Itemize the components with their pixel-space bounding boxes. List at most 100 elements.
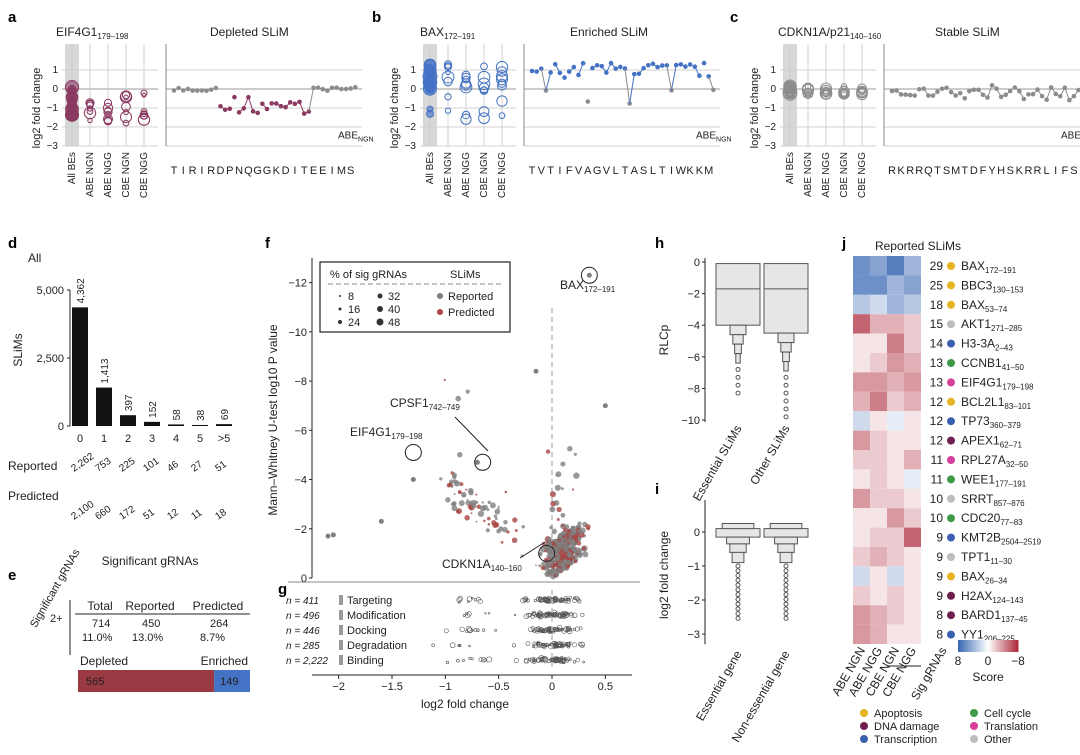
panel-g-point <box>536 597 541 602</box>
panel-i-letter-box <box>729 543 747 553</box>
panel-g-xtick: −1 <box>439 681 452 693</box>
panel-h-box <box>715 263 761 326</box>
panel-j-count: 10 <box>930 492 944 506</box>
panel-j-heat-cell <box>853 333 870 353</box>
panel-f-point <box>468 487 474 494</box>
tile-point <box>287 100 293 105</box>
panel-j-heat-cell <box>870 333 887 353</box>
panel-j-heat-cell <box>853 275 870 295</box>
editor-gRNA-point <box>819 86 833 100</box>
residue-label: T <box>961 165 968 177</box>
panel-j-heat-cell <box>853 508 870 528</box>
panel-h-outlier <box>783 398 789 404</box>
panel-i-outlier <box>783 587 789 593</box>
panel-g-point <box>524 597 528 601</box>
panel-j-heat-cell <box>870 450 887 470</box>
residue-label: V <box>575 165 583 177</box>
panel-j-count: 14 <box>930 337 944 351</box>
panel-j-count: 9 <box>936 569 943 583</box>
panel-f-point <box>460 491 467 498</box>
tile-point <box>580 60 586 66</box>
panel-j-heat-cell <box>904 275 921 295</box>
panel-g-point <box>513 613 517 617</box>
panel-j-count: 11 <box>931 472 944 486</box>
tile-point <box>926 93 931 98</box>
panel-g-point <box>542 645 547 650</box>
abc-ytick: −1 <box>405 103 417 114</box>
panel-h-outlier <box>735 390 741 396</box>
panel-j-scale-step <box>986 640 989 652</box>
panel-j-heat-cell <box>870 430 887 450</box>
panel-d-all-label: All <box>28 251 41 265</box>
editor-gRNA-point <box>495 60 509 74</box>
panel-e-count: 264 <box>210 618 228 630</box>
panel-i-outlier <box>735 611 741 617</box>
editor-tag: ABENGN <box>696 130 732 143</box>
panel-j-heat-cell <box>870 585 887 606</box>
panel-f-ann-cdkn-gene: CDKN1A <box>442 557 491 571</box>
editor-gRNA-point <box>496 70 508 83</box>
panel-f-point <box>549 506 556 513</box>
panel-j-heat-cell <box>887 411 904 431</box>
panel-f-point <box>562 527 568 532</box>
panel-h-outlier <box>735 366 741 372</box>
panel-j-slim-gene: BAX <box>961 259 985 273</box>
tile-point <box>1053 91 1059 97</box>
panel-j-scale-label: Score <box>972 670 1004 684</box>
panel-f-point <box>538 564 542 568</box>
panel-i-ytick: −2 <box>687 595 700 607</box>
editor-gRNA-point <box>103 98 113 107</box>
panel-j-heat-cell <box>870 508 887 528</box>
panel-j-heat-cell <box>887 430 904 450</box>
panel-j-heat-cell <box>904 566 921 586</box>
panel-d-value-label: 397 <box>124 394 135 411</box>
panel-j-heat-cell <box>853 450 870 470</box>
panel-d-reported-value: 753 <box>93 456 113 475</box>
editor-gRNA-point <box>782 86 798 101</box>
panel-f-point <box>565 533 570 538</box>
panel-f-point <box>477 510 485 517</box>
residue-label: L <box>650 165 656 177</box>
panel-j-slim-gene: TP73 <box>961 414 990 428</box>
panel-g-point <box>558 644 561 647</box>
panel-g-point <box>572 596 577 600</box>
tile-point <box>1044 97 1049 103</box>
panel-g-point <box>538 596 545 603</box>
panel-g-point <box>487 612 491 615</box>
panel-f-legend-title: % of sig gRNAs <box>330 269 408 281</box>
panel-j-category-dot <box>947 533 955 542</box>
panel-g-point <box>449 642 456 649</box>
abc-ytick: −2 <box>47 122 59 133</box>
panel-f-ann-leader <box>454 416 489 452</box>
panel-f-point <box>511 537 518 544</box>
tile-point <box>683 64 688 69</box>
panel-j-legend-label: Other <box>984 734 1012 746</box>
panel-j-heat-cell <box>887 391 904 412</box>
editor-gRNA-point <box>86 108 94 115</box>
tile-point <box>1039 93 1045 99</box>
panel-j-slim-label: APEX162–71 <box>961 434 1023 450</box>
residue-label: K <box>1016 165 1024 177</box>
panel-h-outlier <box>783 390 789 396</box>
panel-g-point <box>581 645 584 648</box>
panel-f-point <box>502 526 508 533</box>
panel-b-axes: log2 fold change 1 0 −1 −2 −3 All BEs ABE NGN AB… <box>389 44 732 198</box>
panel-j-heat-cell <box>887 547 904 567</box>
panel-g-n: n = 2,222 <box>286 656 328 667</box>
panel-f-point <box>544 550 547 553</box>
residue-label: R <box>189 165 197 177</box>
panel-g-point <box>445 660 450 665</box>
panel-j-slim-gene: YY1 <box>961 628 984 642</box>
residue-label: R <box>888 165 896 177</box>
tile-point <box>208 87 214 92</box>
panel-j-slim-gene: RPL27A <box>961 453 1006 467</box>
editor-tag-sub: NGN <box>716 136 732 143</box>
panel-d-xtick: 2 <box>125 433 131 445</box>
editor-gRNA-point <box>445 70 451 76</box>
panel-f-legend-predicted-swatch <box>437 309 443 315</box>
panel-j-slim-gene: SRRT <box>961 492 994 506</box>
panel-g-point <box>533 599 537 603</box>
editor-label: CBE NGN <box>121 152 132 198</box>
panel-g-point <box>553 597 557 601</box>
